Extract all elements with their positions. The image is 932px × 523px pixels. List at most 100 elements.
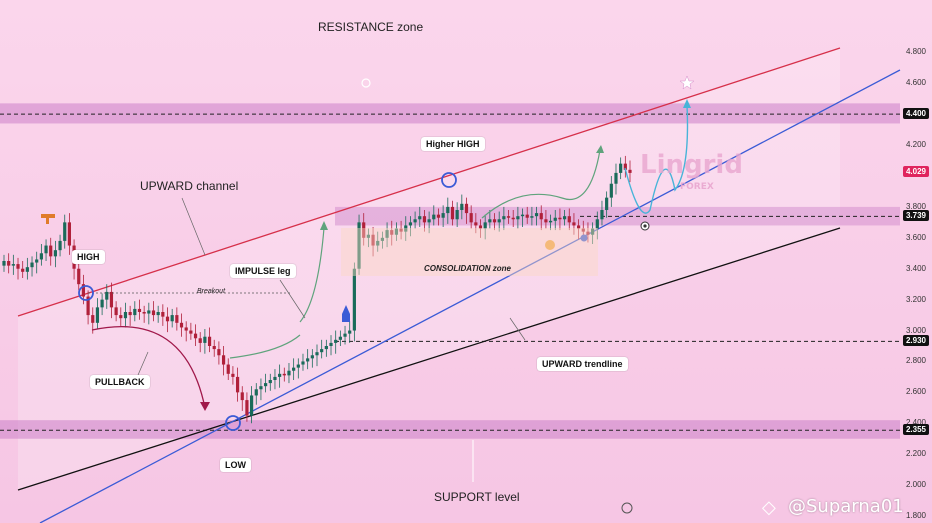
low-label: LOW <box>220 458 251 472</box>
price-tag: 3.739 <box>902 210 929 222</box>
candle-body <box>558 217 562 220</box>
price-axis: 4.800 4.600 4.200 3.800 3.600 3.400 3.200 3.000… <box>900 0 932 523</box>
candle-body <box>376 240 380 246</box>
candle-body <box>259 386 263 390</box>
candle-body <box>142 312 146 314</box>
projection-path <box>624 104 689 214</box>
candle-body <box>591 228 595 235</box>
candle-body <box>175 315 179 323</box>
higher-high-arrow <box>481 149 601 219</box>
candle-body <box>581 228 585 232</box>
candle-body <box>39 253 43 260</box>
candle-body <box>432 214 436 220</box>
candle-body <box>343 333 347 337</box>
candle-body <box>21 268 25 272</box>
candle-body <box>63 222 67 241</box>
watermark-handle: @Suparna01 <box>788 496 904 517</box>
low-marker <box>225 415 241 431</box>
candle-body <box>268 380 272 384</box>
candle-body <box>95 307 100 323</box>
candle-body <box>184 327 188 331</box>
impulse-pointer <box>279 279 306 319</box>
candle-body <box>189 330 193 334</box>
candle-body <box>67 222 72 246</box>
candle-body <box>572 222 576 226</box>
y-tick-label: 3.200 <box>905 294 926 304</box>
candle-body <box>488 219 492 223</box>
candle-body <box>334 339 338 343</box>
candle-body <box>525 214 529 218</box>
candle-body <box>53 250 57 257</box>
candle-body <box>436 214 441 218</box>
candle-body <box>408 222 413 226</box>
candle-body <box>292 367 296 371</box>
candle-body <box>282 373 286 376</box>
candle-body <box>492 219 497 223</box>
y-tick-label: 2.800 <box>905 356 926 366</box>
candle-body <box>348 330 352 334</box>
candle-body <box>352 268 356 331</box>
upward-channel-pointer <box>181 197 206 256</box>
candle-body <box>562 216 567 220</box>
candle-body <box>623 163 627 170</box>
higher-high-marker <box>441 172 457 188</box>
zone-resistance <box>0 103 900 124</box>
candle-body <box>460 203 464 210</box>
candle-body <box>86 296 90 316</box>
y-tick-label: 3.800 <box>905 201 926 211</box>
star-icon <box>679 75 695 90</box>
projection-arrowhead <box>683 99 691 108</box>
candle-body <box>315 352 319 356</box>
y-tick-label: 3.600 <box>905 232 926 242</box>
y-tick-label: 2.200 <box>905 449 926 459</box>
candle-body <box>502 216 506 220</box>
candle-body <box>605 197 609 210</box>
candle-body <box>338 336 342 340</box>
candle-body <box>474 222 478 226</box>
candle-body <box>81 284 86 297</box>
candle-body <box>548 220 553 223</box>
candle-body <box>520 214 525 217</box>
price-tag: 2.355 <box>902 424 929 436</box>
candle-body <box>404 225 408 232</box>
high-label: HIGH <box>72 250 105 264</box>
upward-channel-label: UPWARD channel <box>140 179 239 193</box>
candle-body <box>264 383 268 387</box>
resistance-zone-label: RESISTANCE zone <box>318 20 424 34</box>
candle-body <box>212 346 216 350</box>
candle-body <box>614 172 618 184</box>
breakout-label: Breakout <box>197 288 226 295</box>
candle-body <box>357 222 361 269</box>
candle-body <box>530 216 534 218</box>
candle-body <box>11 264 15 266</box>
channel-upper-line <box>17 47 841 317</box>
candle-body <box>161 312 165 317</box>
impulse-arrow-2 <box>299 227 325 323</box>
candle-body <box>235 376 240 393</box>
candle-body <box>628 169 632 173</box>
candle-body <box>25 267 29 272</box>
candle-body <box>534 213 539 217</box>
candle-body <box>446 206 450 214</box>
candle-body <box>133 308 137 316</box>
candle-body <box>35 259 39 263</box>
y-tick-label: 2.000 <box>905 480 926 490</box>
candle-body <box>278 373 282 377</box>
watermark-brand: Lingrid <box>640 150 743 180</box>
y-tick-label: 1.800 <box>905 511 926 520</box>
trendline-touch-dot <box>580 234 588 242</box>
price-tag: 4.400 <box>902 108 929 120</box>
candle-body <box>324 346 328 350</box>
candle-body <box>217 349 221 356</box>
candle-body <box>422 216 427 223</box>
candle-body <box>221 355 226 365</box>
impulse-leg-label: IMPULSE leg <box>230 264 296 278</box>
candle-body <box>100 299 104 308</box>
candle-body <box>198 338 202 343</box>
candle-body <box>193 333 198 339</box>
candle-body <box>301 361 305 365</box>
candle-body <box>567 216 571 223</box>
candle-body <box>320 349 324 353</box>
consolidation-label: CONSOLIDATION zone <box>424 264 511 273</box>
hammer-icon <box>41 214 55 224</box>
